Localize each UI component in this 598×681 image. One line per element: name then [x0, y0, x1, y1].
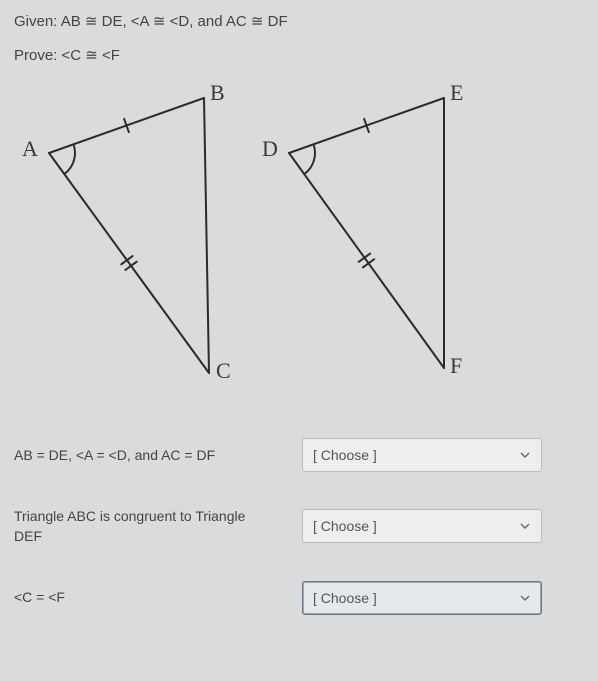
reason-select[interactable]: [ Choose ] — [302, 509, 542, 543]
chevron-down-icon — [519, 449, 531, 461]
select-placeholder: [ Choose ] — [313, 518, 377, 534]
prove-label: Prove: — [14, 47, 57, 64]
select-placeholder: [ Choose ] — [313, 447, 377, 463]
given-label: Given: — [14, 13, 57, 30]
proof-table: AB = DE, <A = <D, and AC = DF [ Choose ]… — [14, 438, 584, 615]
triangles-svg — [14, 78, 514, 388]
vertex-label: E — [450, 80, 463, 106]
vertex-label: B — [210, 80, 225, 106]
vertex-label: D — [262, 136, 278, 162]
reason-select[interactable]: [ Choose ] — [302, 438, 542, 472]
chevron-down-icon — [519, 592, 531, 604]
prove-text: <C ≅ <F — [62, 47, 120, 64]
vertex-label: C — [216, 358, 231, 384]
vertex-label: A — [22, 136, 38, 162]
given-line: Given: AB ≅ DE, <A ≅ <D, and AC ≅ DF — [14, 10, 584, 34]
chevron-down-icon — [519, 520, 531, 532]
given-text: AB ≅ DE, <A ≅ <D, and AC ≅ DF — [61, 13, 288, 30]
proof-row: <C = <F [ Choose ] — [14, 581, 584, 615]
proof-row: AB = DE, <A = <D, and AC = DF [ Choose ] — [14, 438, 584, 472]
vertex-label: F — [450, 353, 462, 379]
reason-select[interactable]: [ Choose ] — [302, 581, 542, 615]
triangle-diagram: A B C D E F — [14, 78, 584, 388]
prove-line: Prove: <C ≅ <F — [14, 44, 584, 68]
statement-text: AB = DE, <A = <D, and AC = DF — [14, 445, 274, 465]
proof-row: Triangle ABC is congruent to Triangle DE… — [14, 506, 584, 547]
statement-text: <C = <F — [14, 587, 274, 607]
select-placeholder: [ Choose ] — [313, 590, 377, 606]
statement-text: Triangle ABC is congruent to Triangle DE… — [14, 506, 274, 547]
